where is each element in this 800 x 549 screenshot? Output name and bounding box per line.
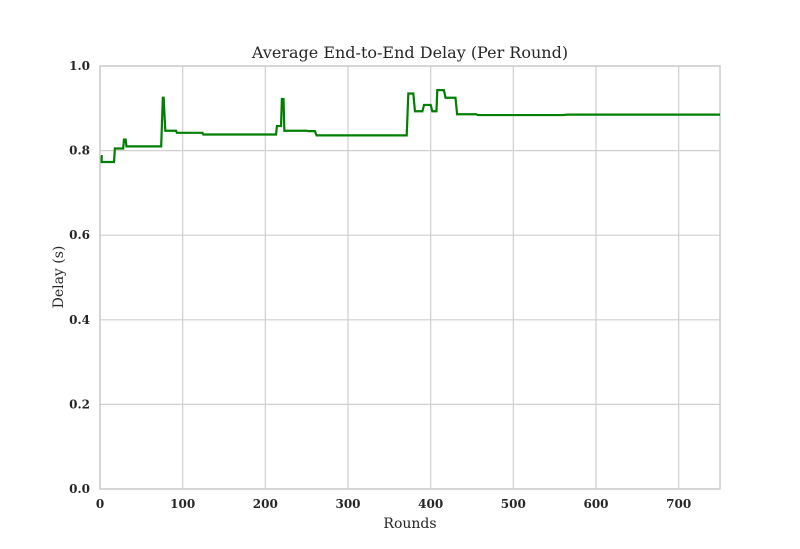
y-tick-label: 0.6 (69, 228, 90, 242)
x-tick-label: 0 (96, 497, 104, 511)
y-axis-label: Delay (s) (51, 246, 67, 309)
y-tick-label: 0.0 (69, 482, 90, 496)
y-tick-label: 1.0 (69, 59, 90, 73)
y-tick-labels: 0.0 0.2 0.4 0.6 0.8 1.0 (69, 59, 90, 496)
x-tick-labels: 0 100 200 300 400 500 600 700 (96, 497, 691, 511)
chart-title: Average End-to-End Delay (Per Round) (251, 43, 568, 62)
x-tick-label: 400 (418, 497, 443, 511)
x-axis-label: Rounds (383, 516, 436, 532)
x-tick-label: 700 (666, 497, 691, 511)
x-tick-label: 200 (253, 497, 278, 511)
x-tick-label: 100 (170, 497, 195, 511)
grid (99, 65, 720, 490)
plot-frame (99, 65, 721, 490)
x-tick-label: 300 (335, 497, 360, 511)
y-tick-label: 0.2 (69, 397, 90, 411)
y-tick-label: 0.8 (69, 144, 90, 158)
y-tick-label: 0.4 (69, 313, 90, 327)
x-tick-label: 500 (501, 497, 526, 511)
x-tick-label: 600 (583, 497, 608, 511)
series-line (100, 89, 720, 164)
